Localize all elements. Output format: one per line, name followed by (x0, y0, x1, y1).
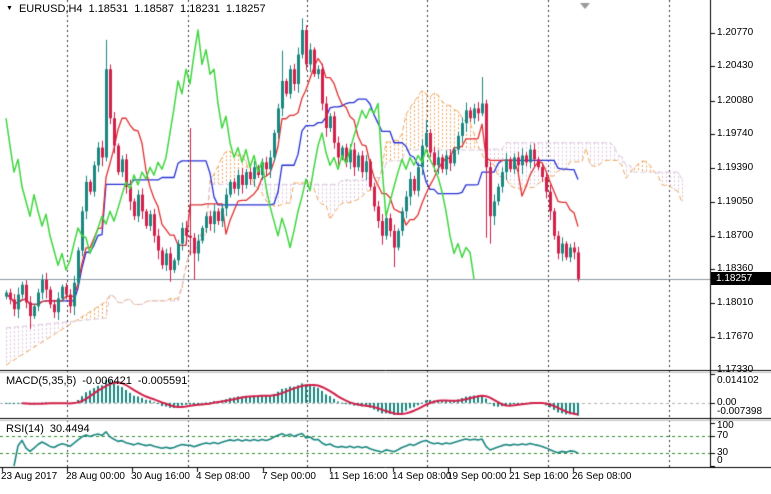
rsi-name: RSI(14) (6, 423, 44, 435)
time-label: 21 Sep 16:00 (509, 471, 569, 482)
ohlc-high: 1.18587 (134, 3, 175, 15)
rsi-axis-level: 30 (717, 447, 729, 458)
rsi-axis-level: 100 (717, 420, 734, 431)
ohlc-low: 1.18231 (180, 3, 220, 15)
time-label: 19 Sep 00:00 (447, 471, 507, 482)
time-label: 30 Aug 16:00 (131, 471, 190, 482)
ohlc-open: 1.18531 (88, 3, 129, 15)
macd-axis-zero: 0.00 (717, 397, 737, 408)
price-tick: 1.18360 (717, 263, 754, 274)
time-label: 4 Sep 08:00 (196, 471, 250, 482)
price-tick: 1.17330 (717, 364, 754, 375)
rsi-axis-level: 0 (717, 455, 723, 466)
time-label: 23 Aug 2017 (1, 471, 58, 482)
rsi-axis-level: 70 (717, 430, 729, 441)
macd-axis-min: -0.007398 (717, 406, 763, 417)
time-label: 7 Sep 00:00 (262, 471, 316, 482)
price-tick: 1.20770 (717, 27, 754, 38)
ohlc-header: ▼ EURUSD,H4 1.18531 1.18587 1.18231 1.18257 (6, 3, 272, 15)
price-tick: 1.18700 (717, 230, 754, 241)
symbol-menu-icon[interactable]: ▼ (6, 5, 13, 12)
price-tick: 1.20080 (717, 95, 754, 106)
macd-label: MACD(5,35,5) -0.006421 -0.005591 (6, 375, 193, 387)
price-tick: 1.17670 (717, 331, 754, 342)
symbol-period-label: EURUSD,H4 (18, 3, 83, 15)
macd-signal-value: -0.005591 (137, 375, 188, 387)
time-label: 28 Aug 00:00 (66, 471, 125, 482)
macd-axis-max: 0.014102 (717, 375, 759, 386)
rsi-value: 30.4494 (49, 423, 90, 435)
time-label: 11 Sep 16:00 (329, 471, 388, 482)
macd-value: -0.006421 (82, 375, 132, 387)
ohlc-close: 1.18257 (225, 3, 266, 15)
price-tick: 1.19740 (717, 128, 754, 139)
macd-name: MACD(5,35,5) (6, 375, 77, 387)
rsi-label: RSI(14) 30.4494 (6, 423, 96, 435)
time-label: 26 Sep 08:00 (572, 471, 632, 482)
current-price-tag: 1.18257 (711, 272, 771, 285)
time-label: 14 Sep 08:00 (392, 471, 452, 482)
price-tick: 1.20430 (717, 60, 754, 71)
price-tick: 1.19390 (717, 162, 754, 173)
price-tick: 1.19050 (717, 196, 754, 207)
price-tick: 1.18010 (717, 297, 754, 308)
